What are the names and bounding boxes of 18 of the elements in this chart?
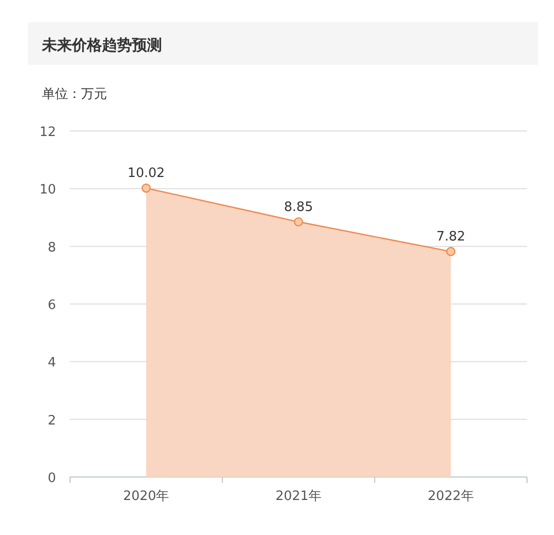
y-tick-label: 0 — [48, 471, 56, 486]
y-tick-label: 12 — [39, 125, 56, 140]
y-tick-label: 2 — [48, 413, 56, 428]
y-tick-label: 4 — [48, 356, 56, 371]
x-tick-label: 2021年 — [275, 489, 322, 504]
y-axis-title: 单位：万元 — [42, 87, 107, 102]
point — [142, 183, 151, 193]
chart-title: 未来价格趋势预测 — [41, 36, 162, 54]
y-tick-label: 6 — [48, 298, 56, 313]
point — [294, 217, 304, 226]
data-label: 8.85 — [284, 200, 313, 215]
point — [446, 246, 456, 256]
x-tick-label: 2022年 — [428, 489, 474, 504]
y-tick-label: 10 — [39, 182, 56, 198]
data-label: 10.02 — [128, 166, 165, 182]
data-label: 7.82 — [436, 230, 466, 245]
x-tick-label: 2020年 — [123, 489, 170, 504]
y-tick-label: 8 — [48, 240, 56, 256]
